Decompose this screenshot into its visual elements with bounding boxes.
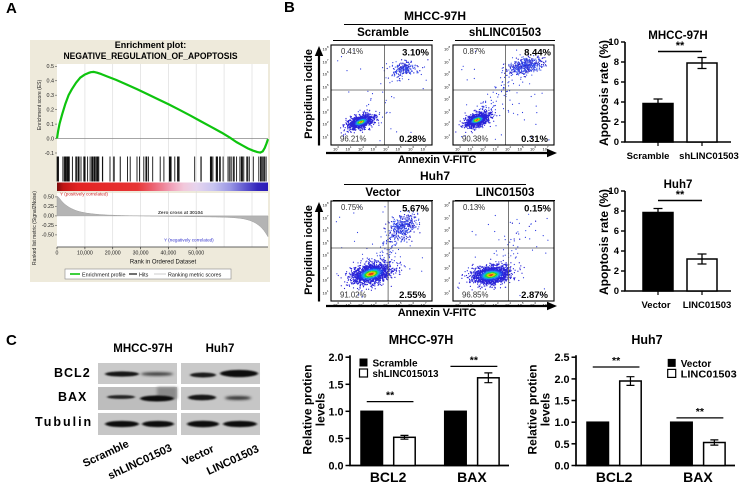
svg-text:-0.25: -0.25 bbox=[42, 223, 54, 229]
svg-text:0.28%: 0.28% bbox=[399, 134, 426, 145]
svg-text:0.5: 0.5 bbox=[328, 433, 343, 445]
svg-text:1.5: 1.5 bbox=[328, 379, 343, 391]
svg-text:BAX: BAX bbox=[457, 469, 487, 485]
svg-text:LINC01503: LINC01503 bbox=[681, 369, 737, 380]
svg-text:2.55%: 2.55% bbox=[399, 290, 426, 301]
svg-text:2.87%: 2.87% bbox=[521, 290, 548, 301]
svg-text:40,000: 40,000 bbox=[160, 251, 176, 257]
svg-text:0.00: 0.00 bbox=[44, 214, 55, 220]
svg-text:90.38%: 90.38% bbox=[462, 134, 489, 143]
svg-text:10: 10 bbox=[608, 186, 619, 197]
svg-text:BCL2: BCL2 bbox=[596, 469, 633, 485]
svg-text:0.31%: 0.31% bbox=[521, 134, 548, 145]
svg-text:0: 0 bbox=[56, 251, 59, 257]
svg-text:Vector: Vector bbox=[641, 300, 670, 311]
svg-text:**: ** bbox=[470, 354, 479, 366]
svg-text:8: 8 bbox=[614, 57, 619, 68]
svg-text:0.0: 0.0 bbox=[328, 461, 343, 473]
svg-text:10: 10 bbox=[608, 37, 619, 48]
svg-text:**: ** bbox=[386, 390, 395, 402]
svg-text:8.44%: 8.44% bbox=[524, 47, 551, 58]
svg-text:0.41%: 0.41% bbox=[341, 47, 363, 56]
svg-text:Enrichment plot:: Enrichment plot: bbox=[115, 40, 187, 50]
svg-text:LINC01503: LINC01503 bbox=[683, 300, 732, 311]
svg-text:0.87%: 0.87% bbox=[463, 47, 485, 56]
svg-text:Scramble: Scramble bbox=[373, 359, 418, 370]
svg-text:BAX: BAX bbox=[683, 469, 713, 485]
svg-text:BCL2: BCL2 bbox=[370, 469, 407, 485]
svg-text:-0.1: -0.1 bbox=[45, 151, 54, 157]
svg-text:Huh7: Huh7 bbox=[664, 179, 693, 191]
svg-text:Scramble: Scramble bbox=[627, 151, 670, 162]
svg-text:0.5: 0.5 bbox=[554, 439, 569, 451]
svg-text:**: ** bbox=[696, 406, 705, 418]
svg-text:2.0: 2.0 bbox=[328, 352, 343, 364]
svg-text:Huh7: Huh7 bbox=[631, 333, 662, 347]
svg-text:Ranked list metric (Signal2Noi: Ranked list metric (Signal2Noise) bbox=[32, 191, 38, 265]
svg-text:shLINC01503: shLINC01503 bbox=[679, 151, 739, 162]
svg-text:5.67%: 5.67% bbox=[402, 203, 429, 214]
svg-text:2: 2 bbox=[614, 266, 619, 277]
svg-text:0: 0 bbox=[614, 286, 619, 297]
svg-text:20,000: 20,000 bbox=[105, 251, 121, 257]
svg-text:MHCC-97H: MHCC-97H bbox=[648, 30, 707, 42]
svg-text:2: 2 bbox=[614, 117, 619, 128]
svg-text:Vector: Vector bbox=[681, 359, 712, 370]
svg-text:0.1: 0.1 bbox=[47, 122, 55, 128]
svg-text:shLINC015013: shLINC015013 bbox=[373, 369, 439, 380]
svg-text:0.0: 0.0 bbox=[47, 136, 55, 142]
svg-text:1.5: 1.5 bbox=[554, 396, 569, 408]
svg-text:0.3: 0.3 bbox=[47, 93, 55, 99]
svg-text:Y (negatively correlated): Y (negatively correlated) bbox=[164, 238, 214, 243]
svg-text:0.15%: 0.15% bbox=[524, 203, 551, 214]
svg-text:0.4: 0.4 bbox=[47, 79, 55, 85]
svg-text:0.75%: 0.75% bbox=[341, 203, 363, 212]
svg-text:10,000: 10,000 bbox=[77, 251, 93, 257]
svg-text:**: ** bbox=[676, 189, 685, 201]
svg-text:30,000: 30,000 bbox=[133, 251, 149, 257]
svg-text:4: 4 bbox=[614, 97, 620, 108]
svg-text:0.0: 0.0 bbox=[554, 461, 569, 473]
svg-text:MHCC-97H: MHCC-97H bbox=[389, 333, 454, 347]
svg-text:-0.50: -0.50 bbox=[42, 233, 54, 239]
svg-text:0.50: 0.50 bbox=[44, 195, 55, 201]
svg-text:0.13%: 0.13% bbox=[463, 203, 485, 212]
svg-text:96.85%: 96.85% bbox=[462, 290, 489, 299]
svg-text:0.25: 0.25 bbox=[44, 204, 55, 210]
svg-text:0.5: 0.5 bbox=[47, 64, 55, 70]
svg-text:Hits: Hits bbox=[139, 272, 149, 278]
svg-text:Ranking metric scores: Ranking metric scores bbox=[168, 272, 222, 278]
svg-text:4: 4 bbox=[614, 246, 620, 257]
svg-text:Enrichment profile: Enrichment profile bbox=[82, 272, 125, 278]
svg-text:2.0: 2.0 bbox=[554, 374, 569, 386]
svg-text:1.0: 1.0 bbox=[328, 406, 343, 418]
svg-text:**: ** bbox=[612, 355, 621, 367]
svg-text:2.5: 2.5 bbox=[554, 352, 569, 364]
svg-text:Enrichment score (ES): Enrichment score (ES) bbox=[37, 80, 43, 131]
svg-text:3.10%: 3.10% bbox=[402, 47, 429, 58]
svg-text:6: 6 bbox=[614, 226, 619, 237]
svg-text:**: ** bbox=[676, 40, 685, 52]
svg-text:0.2: 0.2 bbox=[47, 107, 55, 113]
svg-text:Rank in Ordered Dataset: Rank in Ordered Dataset bbox=[130, 260, 197, 266]
svg-text:8: 8 bbox=[614, 206, 619, 217]
svg-text:91.02%: 91.02% bbox=[340, 290, 367, 299]
svg-text:NEGATIVE_REGULATION_OF_APOPTOS: NEGATIVE_REGULATION_OF_APOPTOSIS bbox=[64, 51, 238, 61]
svg-text:0: 0 bbox=[614, 137, 619, 148]
svg-text:Zero cross at 30104: Zero cross at 30104 bbox=[158, 210, 203, 216]
svg-text:6: 6 bbox=[614, 77, 619, 88]
svg-text:Y (positively correlated): Y (positively correlated) bbox=[60, 192, 108, 197]
svg-text:96.21%: 96.21% bbox=[340, 134, 367, 143]
svg-text:50,000: 50,000 bbox=[188, 251, 204, 257]
svg-text:1.0: 1.0 bbox=[554, 417, 569, 429]
